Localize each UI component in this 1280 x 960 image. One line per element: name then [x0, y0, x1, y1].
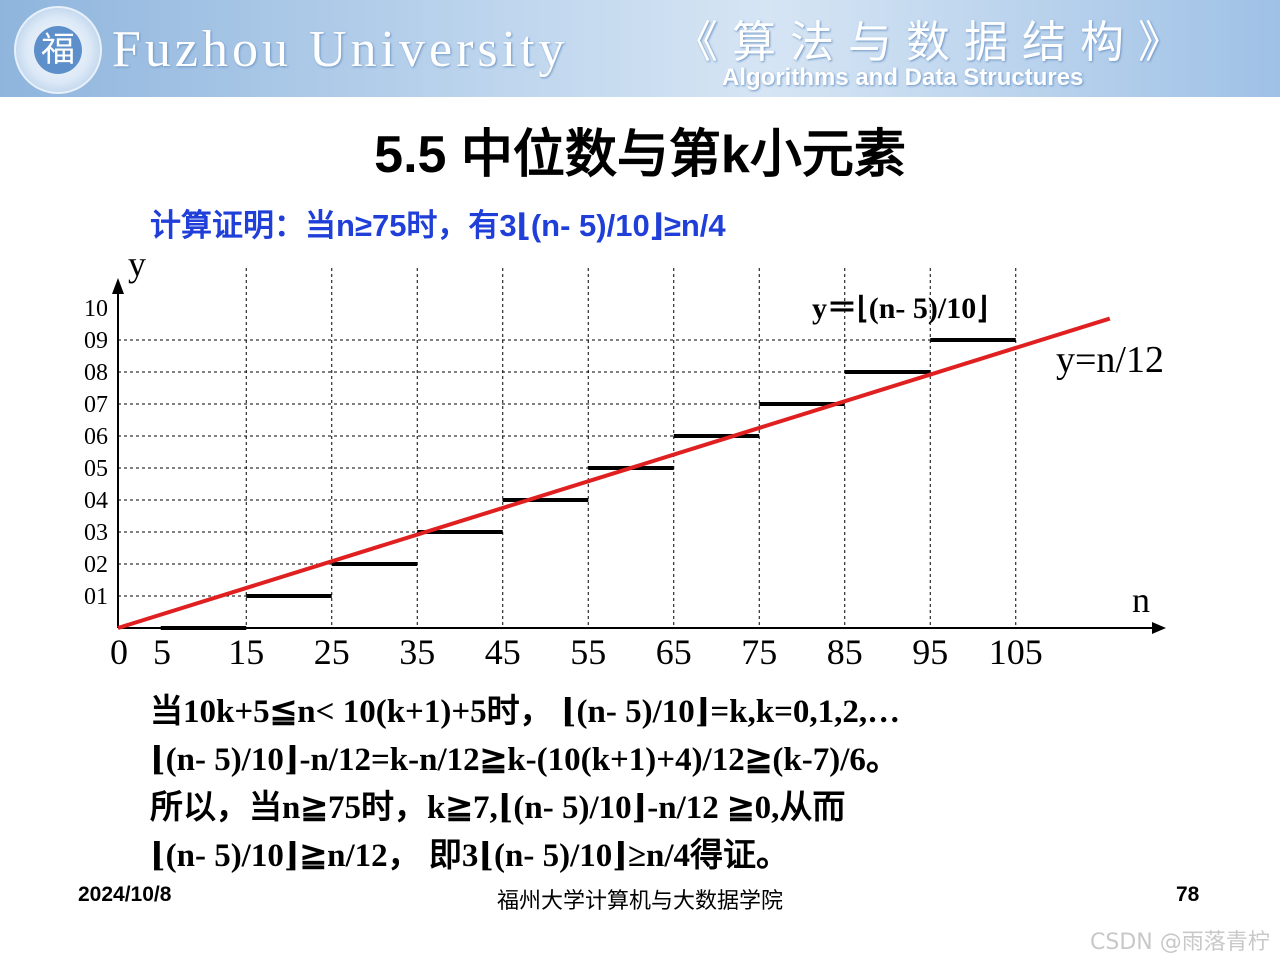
y-tick-label: 08	[84, 360, 108, 386]
x-tick-label: 105	[989, 632, 1043, 672]
slide-title: 5.5 中位数与第k小元素	[374, 126, 906, 184]
university-logo: 福	[14, 6, 102, 94]
y-axis-arrow	[112, 278, 124, 294]
course-title-en: Algorithms and Data Structures	[722, 64, 1084, 91]
y-tick-label: 01	[84, 584, 108, 610]
x-tick-label: 5	[153, 632, 171, 672]
proof-line: 当10k+5≦n< 10(k+1)+5时， ⌊(n- 5)/10⌋=k,k=0,…	[150, 694, 901, 730]
y-tick-label: 03	[84, 520, 108, 546]
x-tick-label: 85	[827, 632, 863, 672]
x-tick-label: 25	[314, 632, 350, 672]
university-name: Fuzhou University	[112, 21, 569, 78]
footer-institution: 福州大学计算机与大数据学院	[496, 889, 783, 914]
y-tick-label: 05	[84, 456, 108, 482]
logo-char: 福	[34, 26, 82, 74]
x-tick-label: 45	[485, 632, 521, 672]
course-title-cn: 《算法与数据结构》	[674, 17, 1196, 68]
x-axis-label: n	[1132, 580, 1150, 620]
footer-date: 2024/10/8	[78, 883, 172, 906]
x-tick-label: 15	[228, 632, 264, 672]
y-tick-label: 06	[84, 424, 108, 450]
slide-subtitle: 计算证明：当n≥75时，有3⌊(n- 5)/10⌋≥n/4	[150, 208, 726, 243]
line-n-over-12	[117, 316, 1111, 630]
x-tick-label: 95	[912, 632, 948, 672]
y-tick-label: 07	[84, 392, 108, 418]
x-tick-label: 55	[570, 632, 606, 672]
proof-text: 当10k+5≦n< 10(k+1)+5时， ⌊(n- 5)/10⌋=k,k=0,…	[150, 688, 900, 880]
x-tick-label: 35	[399, 632, 435, 672]
line-series-label: y=n/12	[1056, 339, 1164, 381]
y-tick-label: 09	[84, 328, 108, 354]
x-tick-label: 75	[741, 632, 777, 672]
proof-line: 所以，当n≧75时，k≧7,⌊(n- 5)/10⌋-n/12 ≧0,从而	[150, 790, 846, 826]
y-tick-label: 04	[84, 488, 108, 514]
watermark: CSDN @雨落青柠	[1090, 930, 1270, 955]
x-tick-label: 0	[110, 632, 128, 672]
y-tick-label: 10	[84, 296, 108, 322]
step-series-label: y＝⌊(n- 5)/10⌋	[812, 292, 988, 325]
y-tick-label: 02	[84, 552, 108, 578]
x-tick-label: 65	[656, 632, 692, 672]
proof-line: ⌊(n- 5)/10⌋-n/12=k-n/12≧k-(10(k+1)+4)/12…	[150, 742, 899, 778]
page-number: 78	[1176, 883, 1200, 906]
y-axis-label: y	[128, 244, 146, 284]
x-axis-arrow	[1152, 622, 1166, 634]
proof-line: ⌊(n- 5)/10⌋≧n/12， 即3⌊(n- 5)/10⌋≥n/4得证。	[150, 838, 789, 874]
header-banner: 福 Fuzhou University 《算法与数据结构》 Algorithms…	[0, 0, 1280, 97]
